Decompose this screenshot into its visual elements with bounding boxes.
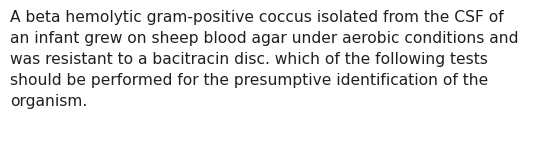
Text: A beta hemolytic gram-positive coccus isolated from the CSF of
an infant grew on: A beta hemolytic gram-positive coccus is… (10, 10, 518, 109)
